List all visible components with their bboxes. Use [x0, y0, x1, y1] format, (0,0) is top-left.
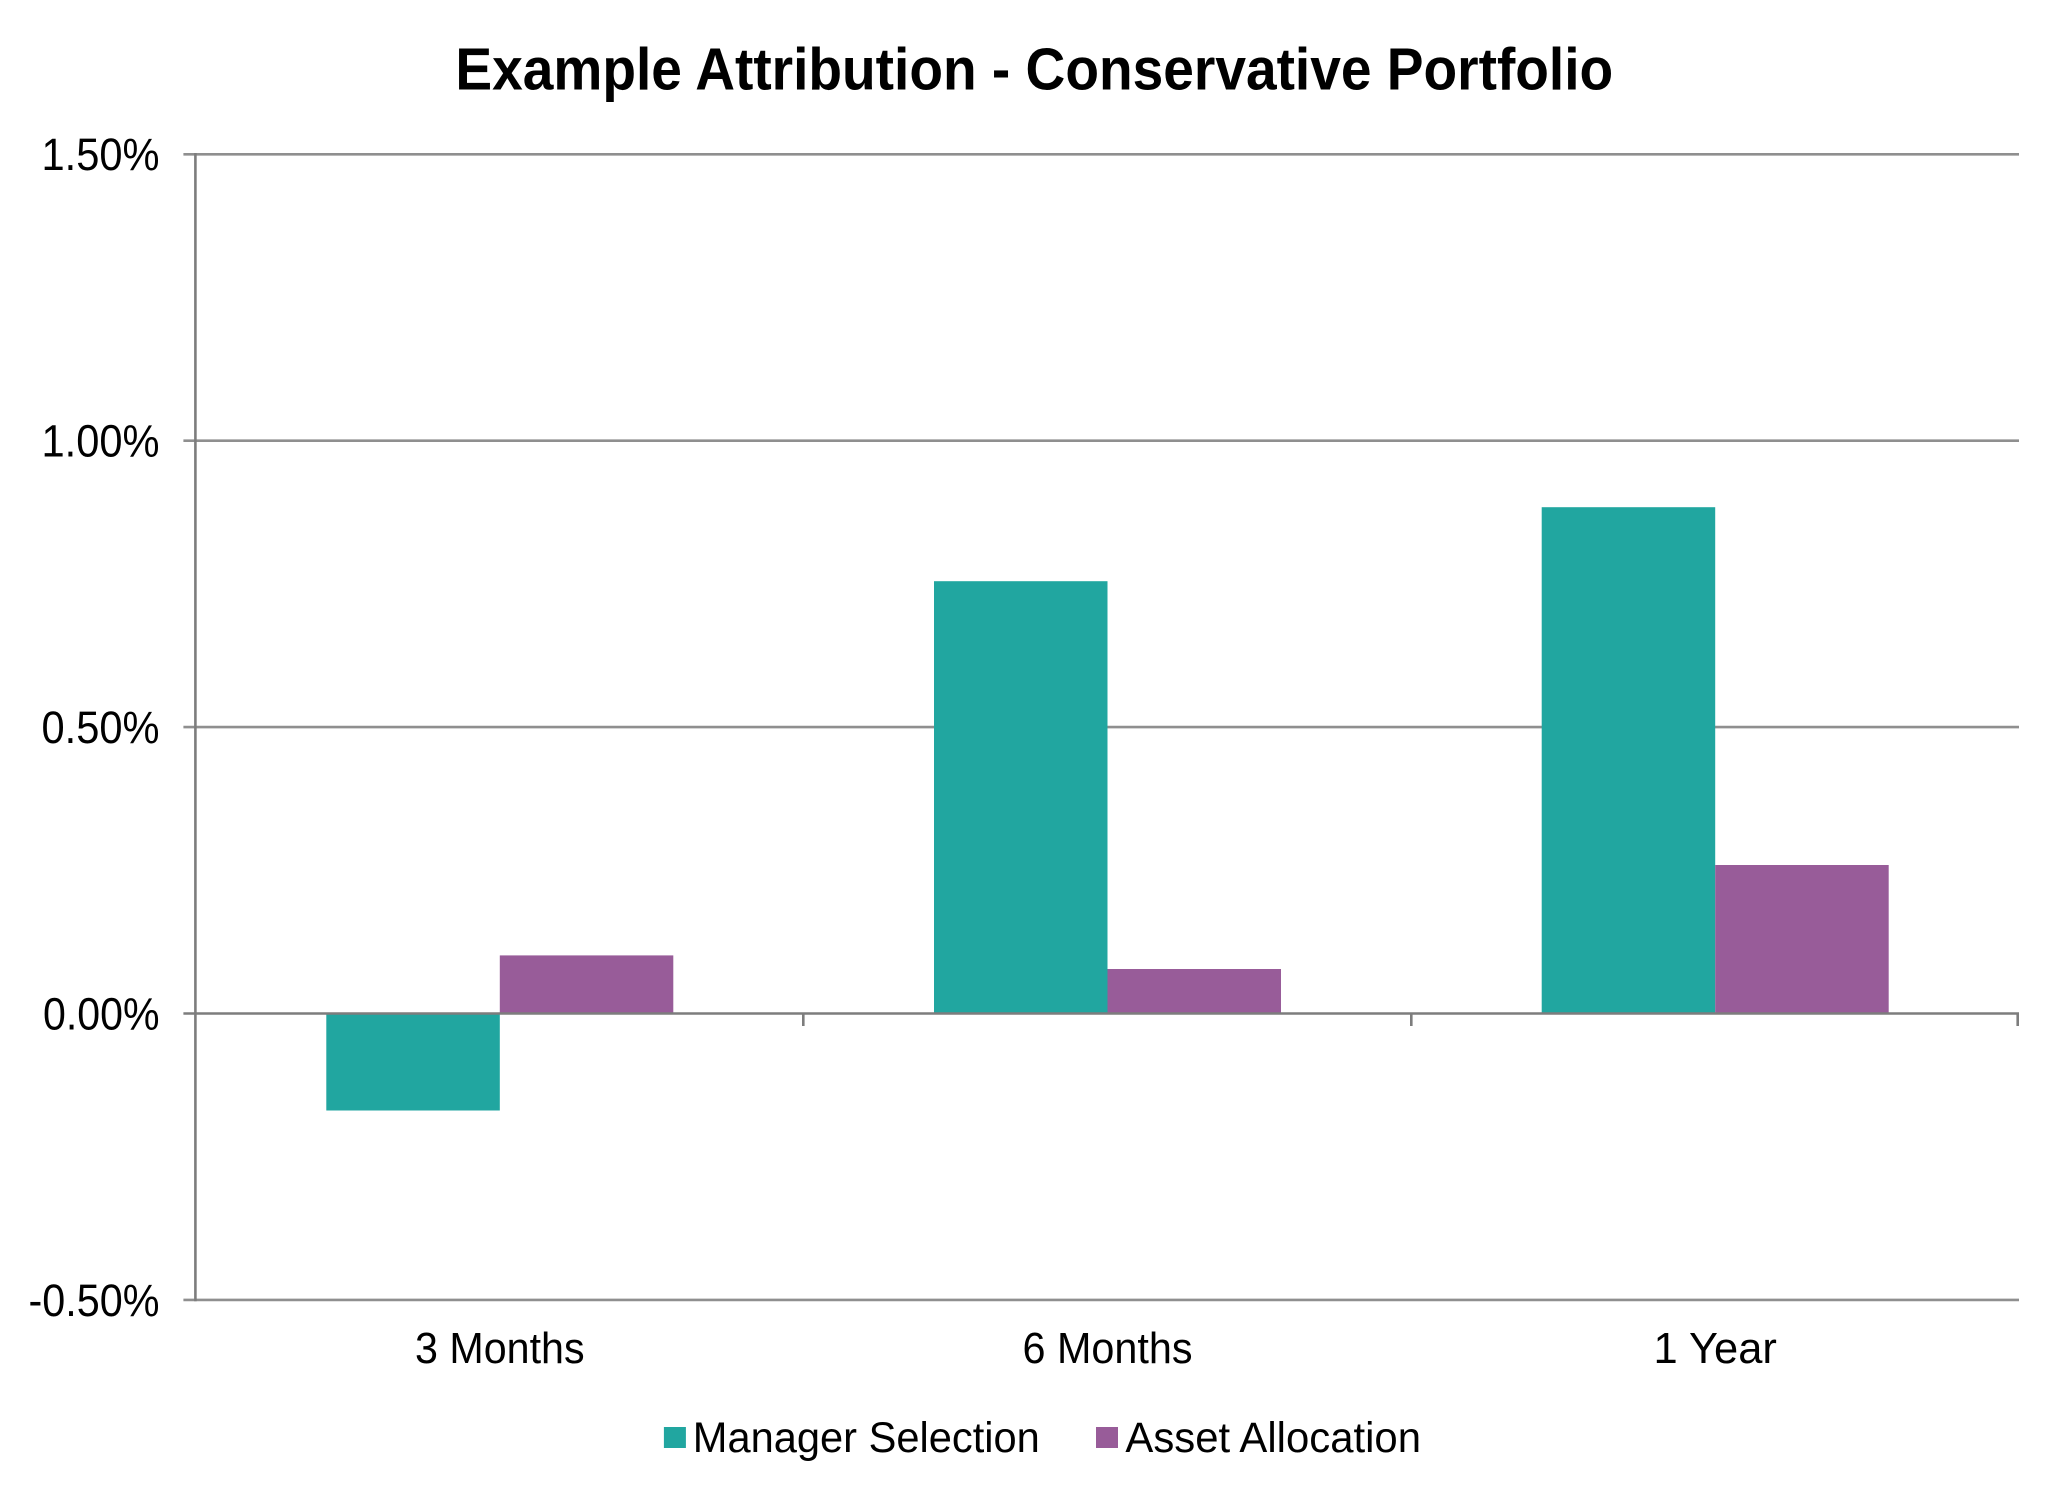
svg-text:0.00%: 0.00% [43, 988, 160, 1039]
svg-text:3 Months: 3 Months [415, 1324, 585, 1373]
svg-text:0.50%: 0.50% [42, 702, 160, 753]
svg-text:Example Attribution - Conserva: Example Attribution - Conservative Portf… [455, 36, 1613, 102]
svg-text:1.50%: 1.50% [42, 129, 160, 180]
svg-text:1 Year: 1 Year [1654, 1324, 1777, 1373]
svg-text:Manager Selection: Manager Selection [693, 1414, 1040, 1462]
svg-text:Asset Allocation: Asset Allocation [1125, 1414, 1421, 1462]
svg-text:6 Months: 6 Months [1023, 1324, 1193, 1373]
svg-text:1.00%: 1.00% [42, 416, 160, 467]
svg-text:-0.50%: -0.50% [29, 1275, 160, 1326]
